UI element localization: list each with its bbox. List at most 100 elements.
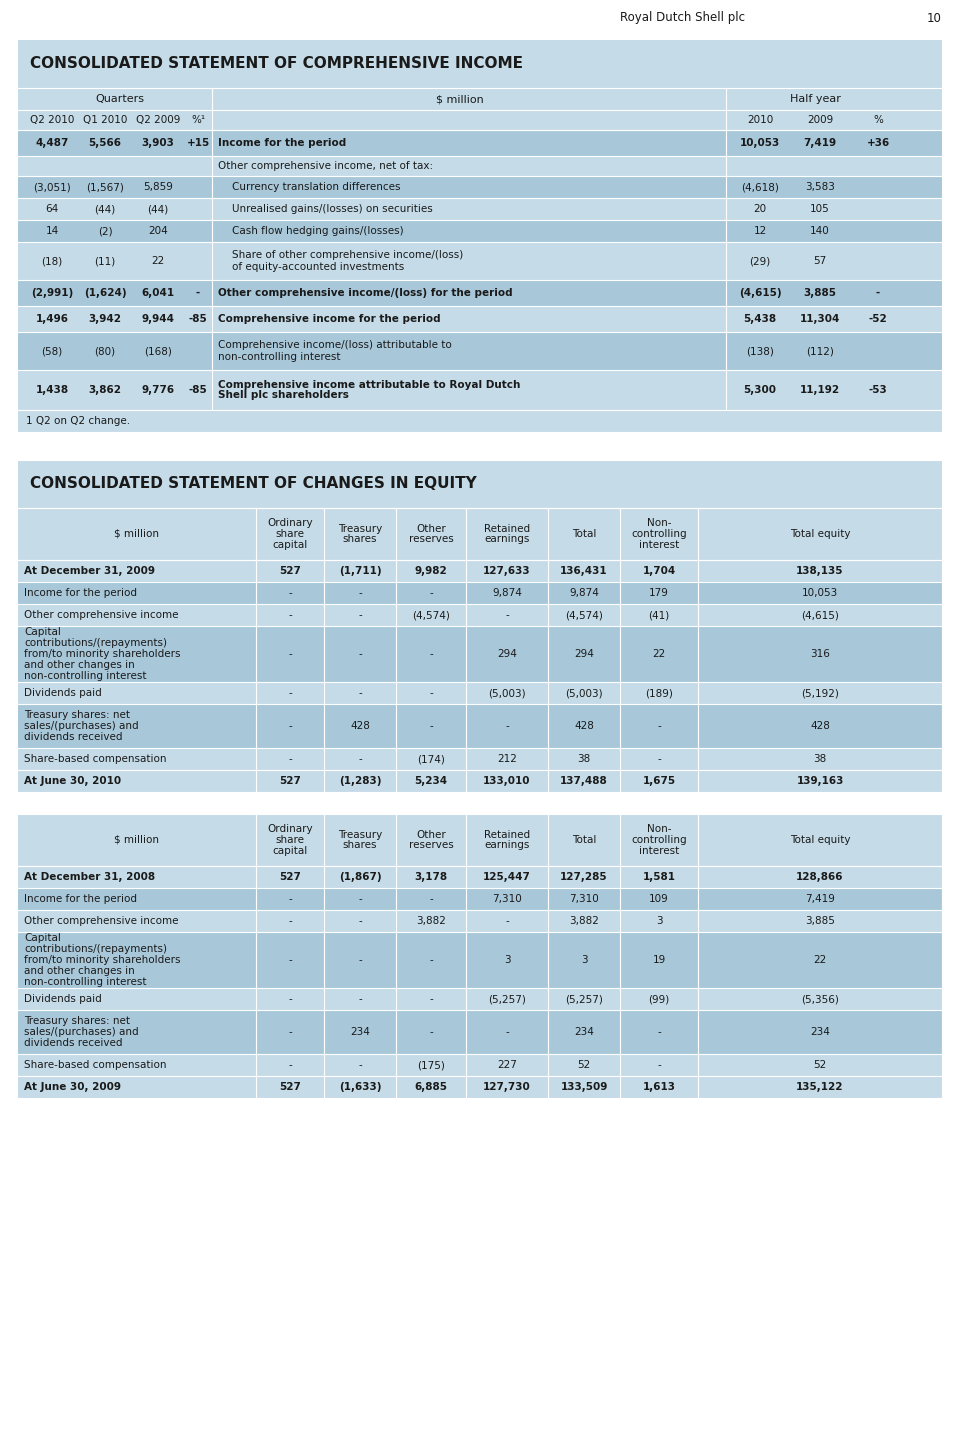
Bar: [18, 177, 942, 198]
Text: 135,122: 135,122: [796, 1082, 844, 1092]
Text: -: -: [429, 720, 433, 730]
Text: 428: 428: [574, 720, 594, 730]
Text: 19: 19: [653, 956, 665, 964]
Bar: [18, 40, 942, 88]
Text: -: -: [288, 753, 292, 763]
Text: Comprehensive income attributable to Royal Dutch: Comprehensive income attributable to Roy…: [218, 379, 520, 389]
Text: 527: 527: [279, 776, 300, 786]
Text: At June 30, 2009: At June 30, 2009: [24, 1082, 121, 1092]
Text: -: -: [358, 649, 362, 659]
Text: Non-: Non-: [647, 518, 671, 528]
Bar: [18, 626, 942, 682]
Text: -52: -52: [869, 314, 887, 324]
Text: %: %: [873, 115, 883, 125]
Bar: [18, 110, 942, 131]
Text: 52: 52: [813, 1060, 827, 1071]
Text: -: -: [288, 956, 292, 964]
Bar: [18, 705, 942, 748]
Text: Total: Total: [572, 530, 596, 540]
Bar: [18, 410, 942, 432]
Text: 5,438: 5,438: [743, 314, 777, 324]
Text: -: -: [505, 720, 509, 730]
Text: capital: capital: [273, 540, 307, 550]
Text: 57: 57: [813, 255, 827, 265]
Text: (4,574): (4,574): [412, 610, 450, 620]
Text: -: -: [288, 1060, 292, 1071]
Text: interest: interest: [638, 540, 679, 550]
Text: -: -: [429, 994, 433, 1004]
Text: 133,509: 133,509: [561, 1082, 608, 1092]
Bar: [18, 771, 942, 792]
Bar: [18, 88, 942, 110]
Text: (80): (80): [94, 346, 115, 356]
Text: 12: 12: [754, 225, 767, 235]
Bar: [18, 1076, 942, 1098]
Text: -: -: [505, 610, 509, 620]
Bar: [18, 1053, 942, 1076]
Text: (174): (174): [417, 753, 444, 763]
Text: (5,003): (5,003): [565, 687, 603, 697]
Text: (112): (112): [806, 346, 834, 356]
Text: -: -: [658, 1060, 660, 1071]
Text: earnings: earnings: [484, 534, 530, 544]
Text: CONSOLIDATED STATEMENT OF COMPREHENSIVE INCOME: CONSOLIDATED STATEMENT OF COMPREHENSIVE …: [30, 56, 523, 72]
Text: 10,053: 10,053: [740, 138, 780, 148]
Text: Ordinary: Ordinary: [267, 518, 313, 528]
Text: -: -: [429, 1027, 433, 1038]
Bar: [18, 560, 942, 583]
Text: $ million: $ million: [436, 95, 484, 103]
Text: 1,581: 1,581: [642, 872, 676, 883]
Text: 6,885: 6,885: [415, 1082, 447, 1092]
Text: interest: interest: [638, 847, 679, 857]
Text: 9,944: 9,944: [141, 314, 175, 324]
Text: (5,257): (5,257): [488, 994, 526, 1004]
Text: 294: 294: [574, 649, 594, 659]
Text: 3: 3: [504, 956, 511, 964]
Text: 11,192: 11,192: [800, 385, 840, 395]
Text: 234: 234: [810, 1027, 830, 1038]
Text: Share-based compensation: Share-based compensation: [24, 753, 166, 763]
Text: (2): (2): [98, 225, 112, 235]
Text: Shell plc shareholders: Shell plc shareholders: [218, 390, 348, 400]
Text: (5,257): (5,257): [565, 994, 603, 1004]
Text: 4,487: 4,487: [36, 138, 69, 148]
Text: (1,633): (1,633): [339, 1082, 381, 1092]
Text: 52: 52: [577, 1060, 590, 1071]
Text: 1 Q2 on Q2 change.: 1 Q2 on Q2 change.: [26, 416, 131, 426]
Text: Other comprehensive income: Other comprehensive income: [24, 610, 179, 620]
Bar: [18, 508, 942, 560]
Text: (11): (11): [94, 255, 115, 265]
Text: Comprehensive income for the period: Comprehensive income for the period: [218, 314, 441, 324]
Bar: [18, 888, 942, 910]
Bar: [18, 131, 942, 156]
Text: -: -: [288, 916, 292, 926]
Text: -: -: [288, 894, 292, 904]
Text: share: share: [276, 530, 304, 540]
Bar: [18, 370, 942, 410]
Text: (41): (41): [648, 610, 670, 620]
Text: $ million: $ million: [114, 530, 159, 540]
Text: -: -: [358, 687, 362, 697]
Text: Other comprehensive income, net of tax:: Other comprehensive income, net of tax:: [218, 161, 433, 171]
Text: Income for the period: Income for the period: [218, 138, 347, 148]
Text: (29): (29): [750, 255, 771, 265]
Text: Total equity: Total equity: [790, 530, 851, 540]
Text: 5,234: 5,234: [415, 776, 447, 786]
Text: 22: 22: [813, 956, 827, 964]
Text: Ordinary: Ordinary: [267, 824, 313, 834]
Bar: [18, 156, 942, 177]
Text: from/to minority shareholders: from/to minority shareholders: [24, 956, 180, 964]
Text: -: -: [658, 720, 660, 730]
Text: (4,615): (4,615): [738, 288, 781, 298]
Text: Dividends paid: Dividends paid: [24, 994, 102, 1004]
Text: At December 31, 2008: At December 31, 2008: [24, 872, 156, 883]
Text: (2,991): (2,991): [31, 288, 73, 298]
Text: 105: 105: [810, 204, 829, 214]
Text: 3,942: 3,942: [88, 314, 122, 324]
Text: 137,488: 137,488: [560, 776, 608, 786]
Text: 234: 234: [574, 1027, 594, 1038]
Text: (1,567): (1,567): [86, 182, 124, 192]
Text: Half year: Half year: [789, 95, 840, 103]
Text: 227: 227: [497, 1060, 516, 1071]
Text: reserves: reserves: [409, 841, 453, 851]
